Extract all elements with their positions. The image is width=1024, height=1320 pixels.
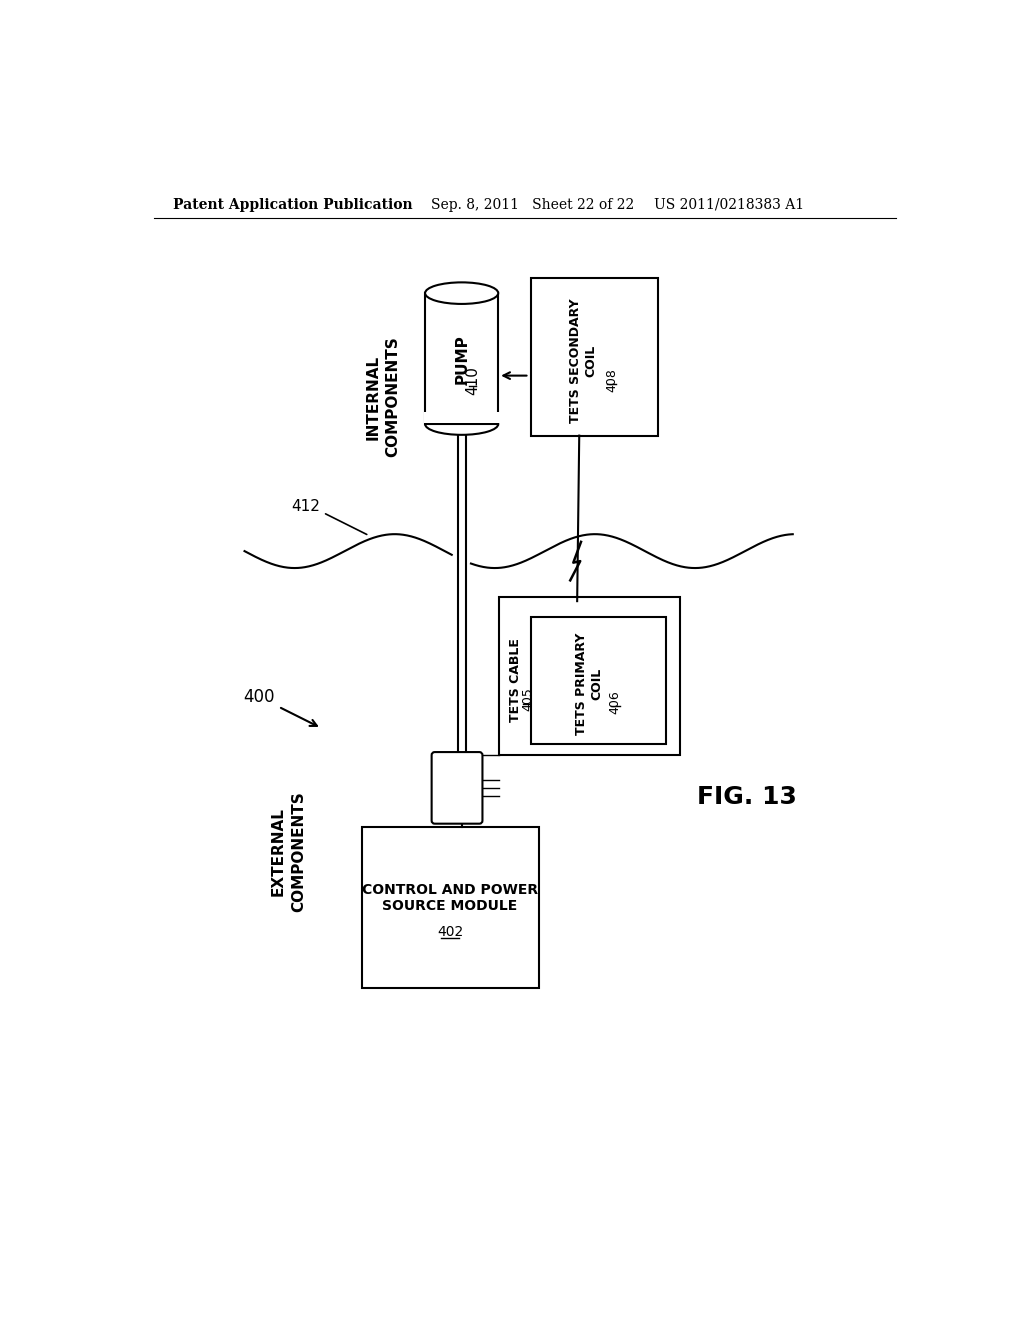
Text: 402: 402 xyxy=(437,925,463,940)
Bar xyxy=(424,412,500,424)
Bar xyxy=(425,293,499,424)
Text: FIG. 13: FIG. 13 xyxy=(696,785,797,809)
Text: 404: 404 xyxy=(462,796,472,814)
Text: TETS SECONDARY
COIL: TETS SECONDARY COIL xyxy=(569,298,597,422)
Text: CONTROL AND POWER
SOURCE MODULE: CONTROL AND POWER SOURCE MODULE xyxy=(362,883,539,913)
Text: TETS PRIMARY
COIL: TETS PRIMARY COIL xyxy=(575,632,603,735)
Text: EXTERNAL
COMPONENTS: EXTERNAL COMPONENTS xyxy=(271,791,306,912)
Text: INTERNAL
COMPONENTS: INTERNAL COMPONENTS xyxy=(366,337,400,458)
Text: 406: 406 xyxy=(609,690,622,714)
FancyBboxPatch shape xyxy=(432,752,482,824)
Text: 400: 400 xyxy=(244,689,274,706)
Text: TETS CABLE: TETS CABLE xyxy=(509,638,522,722)
Text: CONNECTOR: CONNECTOR xyxy=(449,755,458,824)
Text: Patent Application Publication: Patent Application Publication xyxy=(173,198,413,211)
Text: 408: 408 xyxy=(605,368,617,392)
Text: Sep. 8, 2011   Sheet 22 of 22: Sep. 8, 2011 Sheet 22 of 22 xyxy=(431,198,634,211)
Ellipse shape xyxy=(425,282,499,304)
Bar xyxy=(499,597,680,755)
Text: 410: 410 xyxy=(465,366,480,395)
Ellipse shape xyxy=(425,413,499,434)
Bar xyxy=(531,616,666,743)
Text: PUMP: PUMP xyxy=(455,334,469,384)
Bar xyxy=(361,826,539,989)
Text: US 2011/0218383 A1: US 2011/0218383 A1 xyxy=(654,198,804,211)
Text: 405: 405 xyxy=(521,688,535,711)
Text: 412: 412 xyxy=(292,499,321,513)
Bar xyxy=(531,277,658,436)
